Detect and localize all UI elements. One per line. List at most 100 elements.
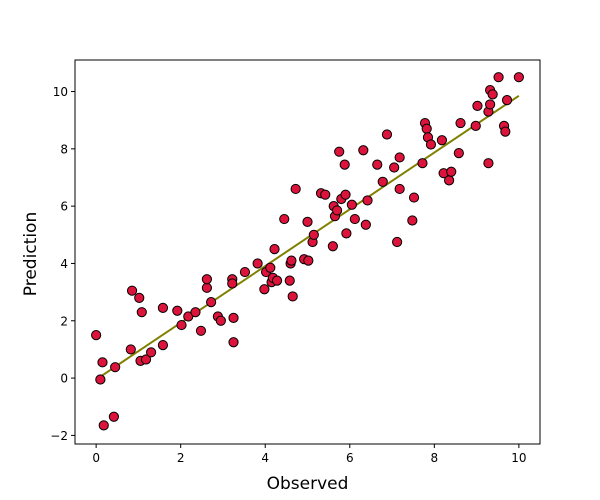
data-point bbox=[334, 146, 345, 157]
data-point bbox=[339, 159, 350, 170]
y-tick-label: 4 bbox=[60, 257, 68, 271]
data-point bbox=[97, 357, 108, 368]
data-point bbox=[483, 158, 494, 169]
data-point bbox=[98, 420, 109, 431]
data-point bbox=[381, 129, 393, 140]
data-point bbox=[394, 152, 405, 163]
data-point bbox=[110, 362, 121, 373]
data-point bbox=[140, 354, 152, 365]
data-point bbox=[377, 176, 388, 187]
data-point bbox=[513, 72, 524, 83]
x-tick-label: 8 bbox=[430, 451, 438, 465]
data-point bbox=[228, 337, 239, 348]
data-point bbox=[349, 213, 360, 225]
data-point bbox=[320, 189, 331, 200]
data-point bbox=[157, 340, 169, 351]
data-point bbox=[227, 278, 238, 289]
data-point bbox=[201, 274, 212, 285]
data-point bbox=[145, 347, 157, 358]
data-point bbox=[408, 192, 420, 203]
data-point bbox=[265, 262, 276, 273]
data-points bbox=[91, 72, 524, 431]
x-tick-label: 4 bbox=[261, 451, 269, 465]
data-point bbox=[444, 175, 455, 186]
data-point bbox=[446, 166, 457, 177]
data-point bbox=[287, 291, 298, 302]
data-point bbox=[279, 213, 290, 225]
x-axis-label: Observed bbox=[267, 474, 349, 494]
data-point bbox=[331, 205, 343, 216]
data-point bbox=[228, 312, 239, 324]
data-point bbox=[239, 266, 251, 278]
fit-line-layer bbox=[95, 94, 520, 381]
data-point bbox=[172, 305, 183, 316]
data-point bbox=[346, 199, 357, 210]
data-point bbox=[91, 330, 102, 341]
data-point bbox=[136, 307, 147, 318]
data-point bbox=[157, 302, 169, 313]
y-tick-label: 8 bbox=[60, 142, 68, 156]
data-point bbox=[389, 162, 400, 173]
data-point bbox=[358, 145, 369, 156]
data-point bbox=[501, 95, 513, 106]
data-point bbox=[421, 123, 432, 134]
data-point bbox=[215, 315, 226, 326]
data-point bbox=[372, 159, 383, 170]
data-point bbox=[455, 117, 466, 129]
data-point bbox=[303, 255, 314, 266]
data-point bbox=[125, 344, 136, 355]
data-point bbox=[453, 148, 464, 159]
data-point bbox=[195, 325, 207, 336]
x-tick-label: 0 bbox=[92, 451, 100, 465]
data-point bbox=[201, 282, 212, 293]
y-axis-ticks: −2 0 2 4 6 8 10 bbox=[50, 85, 75, 443]
data-point bbox=[302, 216, 313, 228]
fit-line bbox=[95, 94, 520, 381]
data-point bbox=[493, 72, 504, 83]
axes-spine-box bbox=[74, 59, 541, 445]
data-point bbox=[290, 183, 301, 195]
data-point bbox=[394, 183, 405, 195]
y-tick-label: 10 bbox=[53, 85, 68, 99]
data-point bbox=[95, 374, 106, 385]
data-point bbox=[176, 319, 187, 331]
data-point bbox=[134, 292, 145, 303]
data-point bbox=[487, 89, 498, 100]
data-point bbox=[271, 275, 283, 286]
data-point bbox=[308, 229, 319, 240]
data-point bbox=[340, 189, 351, 200]
data-point bbox=[252, 258, 263, 269]
data-point bbox=[417, 158, 428, 169]
data-point bbox=[407, 215, 418, 226]
data-point bbox=[126, 285, 138, 296]
data-point bbox=[284, 275, 295, 286]
data-point bbox=[190, 307, 201, 318]
x-axis-ticks: 0 2 4 6 8 10 bbox=[92, 444, 527, 465]
data-point bbox=[436, 135, 448, 146]
y-tick-label: 2 bbox=[60, 314, 68, 328]
data-point bbox=[485, 99, 496, 110]
data-point bbox=[470, 120, 481, 132]
data-point bbox=[269, 244, 280, 255]
axes-frame bbox=[74, 59, 541, 445]
data-point bbox=[362, 195, 373, 206]
y-tick-label: −2 bbox=[50, 429, 68, 443]
data-point bbox=[392, 236, 403, 248]
y-tick-label: 6 bbox=[60, 200, 68, 214]
y-axis-label: Prediction bbox=[21, 212, 41, 296]
data-point bbox=[259, 284, 270, 295]
data-point bbox=[286, 255, 297, 266]
data-point bbox=[327, 241, 338, 252]
data-point bbox=[500, 126, 511, 137]
data-point bbox=[472, 100, 483, 111]
x-tick-label: 2 bbox=[177, 451, 185, 465]
data-point bbox=[206, 297, 217, 308]
data-point bbox=[425, 139, 437, 150]
x-tick-label: 10 bbox=[511, 451, 526, 465]
data-point bbox=[341, 228, 352, 239]
data-point bbox=[360, 219, 371, 230]
x-tick-label: 6 bbox=[346, 451, 354, 465]
y-tick-label: 0 bbox=[60, 372, 68, 386]
